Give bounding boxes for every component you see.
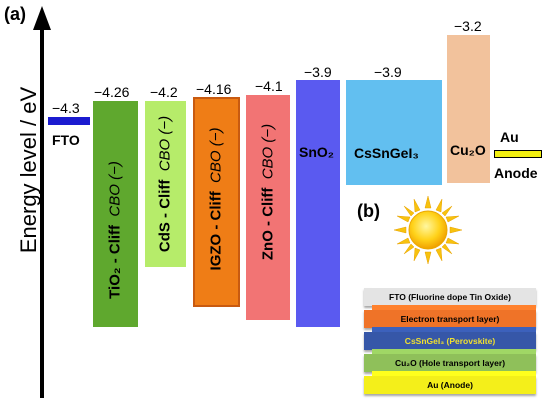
htl-layer-label: Cu₂O (Hole transport layer) — [394, 358, 506, 368]
axis-label: Energy level / eV — [16, 86, 41, 254]
zno-label: ZnO - Cliff CBO (−) — [259, 123, 277, 261]
axis-arrow-icon — [33, 6, 51, 30]
anode-label: Anode — [494, 165, 538, 181]
tio2-label: TiO₂ - Cliff CBO (−) — [106, 161, 124, 299]
htl-layer-top-face — [372, 349, 536, 354]
au-layer-label: Au (Anode) — [427, 380, 473, 390]
cds-value: −4.2 — [150, 84, 178, 100]
panel-b-label: (b) — [357, 201, 380, 221]
perovskite-layer-label: CsSnGeI₃ (Perovskite) — [404, 336, 496, 346]
zno-value: −4.1 — [255, 78, 283, 94]
fto-value: −4.3 — [52, 100, 80, 116]
sun-icon — [393, 195, 463, 265]
igzo-bar — [193, 97, 240, 307]
perovskite-bar — [346, 80, 442, 185]
fto-label: FTO — [52, 132, 80, 148]
tio2-value: −4.26 — [94, 84, 130, 100]
sno2-label: SnO₂ — [299, 144, 334, 160]
cu2o-value: −3.2 — [454, 18, 482, 34]
igzo-label: IGZO - Cliff CBO (−) — [207, 127, 225, 271]
htl-layer: Cu₂O (Hole transport layer) — [364, 349, 536, 372]
cds-bar — [145, 101, 186, 267]
au-layer: Au (Anode) — [364, 371, 536, 394]
perovskite-label: CsSnGeI₃ — [354, 145, 419, 161]
etl-layer: Electron transport layer) — [364, 305, 536, 328]
au-label: Au — [500, 129, 519, 145]
fto-layer-label: FTO (Fluorine dope Tin Oxide) — [389, 292, 511, 302]
etl-layer-label: Electron transport layer) — [400, 314, 500, 324]
zno-bar — [246, 95, 290, 320]
panel-a-label: (a) — [4, 4, 26, 24]
au-level-bar — [494, 150, 542, 158]
perovskite-value: −3.9 — [374, 64, 402, 80]
etl-layer-top-face — [372, 305, 536, 310]
sno2-value: −3.9 — [304, 64, 332, 80]
perovskite-layer-top-face — [372, 327, 536, 332]
cu2o-bar — [447, 35, 490, 183]
sno2-bar — [296, 80, 340, 327]
tio2-bar — [93, 101, 138, 327]
au-layer-top-face — [372, 371, 536, 376]
igzo-value: −4.16 — [196, 81, 232, 97]
fto-layer: FTO (Fluorine dope Tin Oxide) — [364, 283, 536, 306]
fto-level-bar — [48, 117, 90, 125]
perovskite-layer: CsSnGeI₃ (Perovskite) — [364, 327, 536, 350]
cu2o-label: Cu₂O — [450, 142, 486, 158]
energy-axis — [40, 26, 44, 398]
fto-layer-top-face — [372, 283, 536, 288]
cds-label: CdS - Cliff CBO (−) — [156, 115, 174, 253]
